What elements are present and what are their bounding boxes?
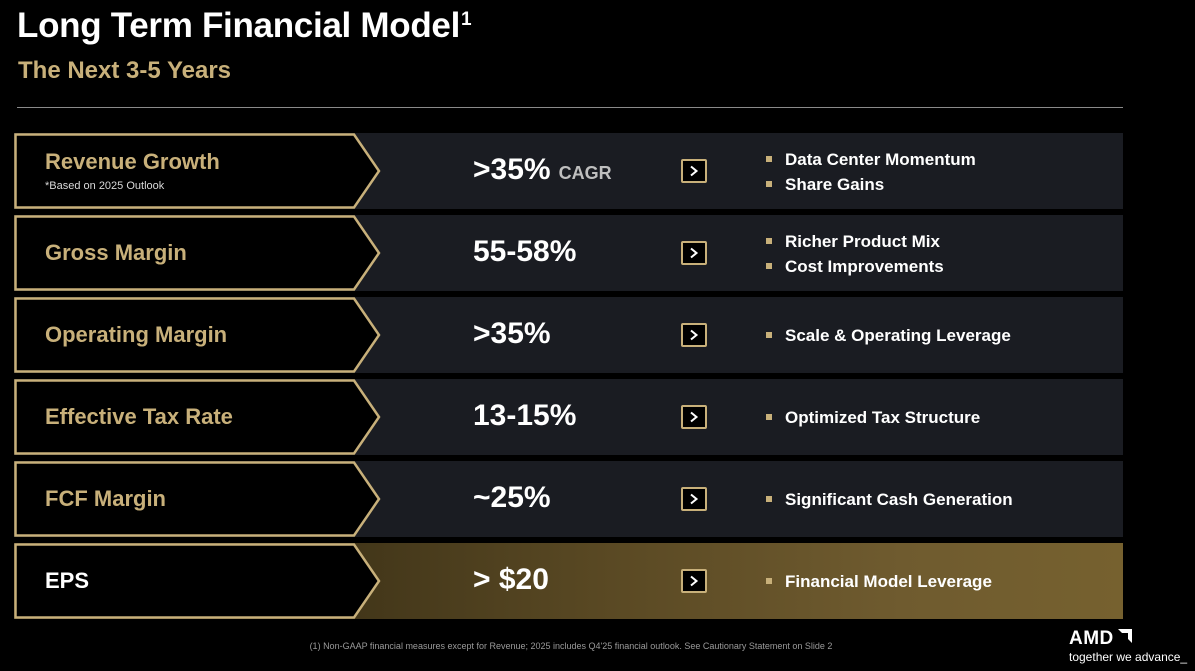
row-driver-list: Significant Cash Generation <box>766 487 1013 512</box>
logo-tagline: together we advance_ <box>1069 650 1188 664</box>
row-value: ~25% <box>473 481 551 515</box>
row-note: *Based on 2025 Outlook <box>45 180 165 192</box>
chevron-right-icon <box>681 569 707 593</box>
row-value: >35% <box>473 317 551 351</box>
driver-bullet: Optimized Tax Structure <box>766 405 980 430</box>
row-value-main: ~25% <box>473 481 551 514</box>
row-label-arrow <box>14 543 384 619</box>
row-value-main: 13-15% <box>473 399 577 432</box>
row-label: FCF Margin <box>45 486 166 511</box>
logo-text: AMD <box>1069 628 1114 649</box>
row-label-arrow <box>14 215 384 291</box>
title-divider <box>17 107 1123 108</box>
row-label: Revenue Growth <box>45 149 220 174</box>
amd-arrow-icon <box>1117 628 1133 650</box>
row-driver-list: Optimized Tax Structure <box>766 405 980 430</box>
row-value-suffix: CAGR <box>558 163 612 183</box>
row-value: 13-15% <box>473 399 576 433</box>
row-value-main: 55-58% <box>473 235 577 268</box>
model-row-fcf-margin: FCF Margin ~25% Significant Cash Generat… <box>0 461 1195 537</box>
model-row-gross-margin: Gross Margin 55-58% Richer Product Mix C… <box>0 215 1195 291</box>
model-row-operating-margin: Operating Margin >35% Scale & Operating … <box>0 297 1195 373</box>
title-footnote-marker: 1 <box>461 9 472 30</box>
row-driver-list: Scale & Operating Leverage <box>766 323 1011 348</box>
row-label-arrow <box>14 379 384 455</box>
page-title-text: Long Term Financial Model <box>17 6 460 45</box>
row-label-arrow <box>14 461 384 537</box>
row-driver-list: Financial Model Leverage <box>766 569 992 594</box>
amd-logo: AMD <box>1069 628 1133 650</box>
page-title: Long Term Financial Model1 <box>17 6 472 46</box>
driver-bullet: Share Gains <box>766 172 976 197</box>
driver-bullet: Financial Model Leverage <box>766 569 992 594</box>
row-label-arrow <box>14 297 384 373</box>
chevron-right-icon <box>681 487 707 511</box>
chevron-right-icon <box>681 241 707 265</box>
driver-bullet: Significant Cash Generation <box>766 487 1013 512</box>
model-row-revenue-growth: Revenue Growth *Based on 2025 Outlook >3… <box>0 133 1195 209</box>
chevron-right-icon <box>681 405 707 429</box>
row-value: 55-58% <box>473 235 576 269</box>
driver-bullet: Cost Improvements <box>766 254 944 279</box>
row-driver-list: Richer Product Mix Cost Improvements <box>766 229 944 279</box>
chevron-right-icon <box>681 159 707 183</box>
page-subtitle: The Next 3-5 Years <box>18 57 232 84</box>
row-value-main: >35% <box>473 153 551 186</box>
model-row-eps: EPS > $20 Financial Model Leverage <box>0 543 1195 619</box>
driver-bullet: Data Center Momentum <box>766 147 976 172</box>
row-label: Operating Margin <box>45 322 228 347</box>
footnote: (1) Non-GAAP financial measures except f… <box>309 641 833 651</box>
row-value: >35% CAGR <box>473 153 612 187</box>
row-value-main: > $20 <box>473 563 549 596</box>
chevron-right-icon <box>681 323 707 347</box>
row-driver-list: Data Center Momentum Share Gains <box>766 147 976 197</box>
row-label: Effective Tax Rate <box>45 404 233 429</box>
row-label: EPS <box>45 568 90 593</box>
row-value: > $20 <box>473 563 549 597</box>
row-value-main: >35% <box>473 317 551 350</box>
driver-bullet: Scale & Operating Leverage <box>766 323 1011 348</box>
driver-bullet: Richer Product Mix <box>766 229 944 254</box>
model-row-effective-tax-rate: Effective Tax Rate 13-15% Optimized Tax … <box>0 379 1195 455</box>
row-label-arrow <box>14 133 384 209</box>
row-label: Gross Margin <box>45 240 187 265</box>
